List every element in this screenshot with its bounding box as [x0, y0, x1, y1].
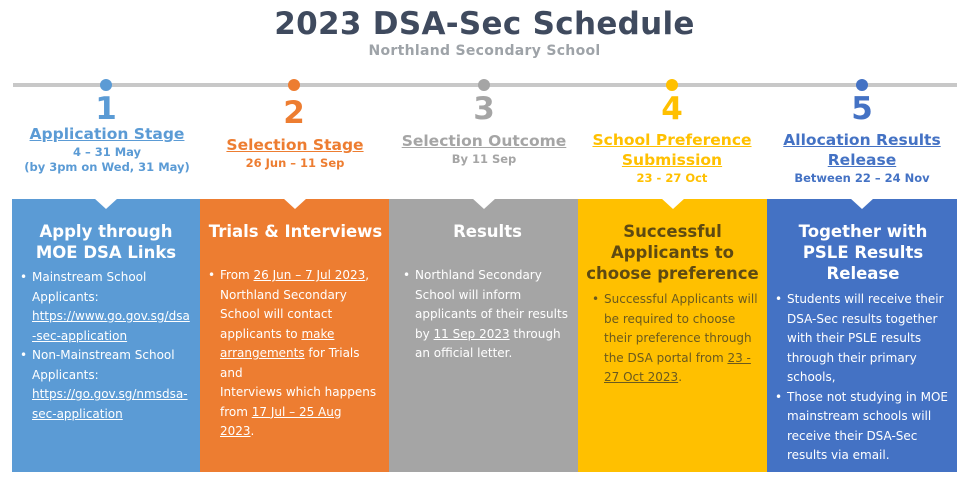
step-number-5: 5: [851, 91, 873, 127]
stage-1-heading: Application Stage 4 – 31 May (by 3pm on …: [10, 124, 204, 175]
stage-1-date: 4 – 31 May: [72, 145, 142, 159]
card-notch: [282, 198, 307, 209]
timeline-dot-5: [856, 79, 868, 91]
list-item: Students will receive their DSA-Sec resu…: [773, 290, 953, 388]
timeline-dot-4: [666, 79, 678, 91]
page-subtitle: Northland Secondary School: [368, 43, 601, 59]
stage-3-heading: Selection Outcome By 11 Sep: [387, 131, 581, 167]
stage-2-date: 26 Jun – 11 Sep: [245, 156, 345, 170]
card-5-list: Students will receive their DSA-Sec resu…: [773, 290, 953, 466]
step-number-1: 1: [95, 91, 117, 127]
stage-4-heading: School Preference Submission 23 - 27 Oct: [575, 130, 769, 186]
list-item: Those not studying in MOE mainstream sch…: [773, 388, 953, 466]
non-mainstream-application-link[interactable]: https://go.gov.sg/nmsdsa-sec-application: [32, 387, 188, 421]
page-title: 2023 DSA-Sec Schedule: [274, 6, 695, 42]
stage-5-name-line1: Allocation Results: [783, 131, 941, 149]
stage-4-date: 23 - 27 Oct: [636, 171, 708, 185]
card-3-heading: Results: [453, 222, 522, 241]
step-number-4: 4: [661, 91, 683, 127]
card-2-list: From 26 Jun – 7 Jul 2023, Northland Seco…: [206, 266, 385, 442]
stage-1-name: Application Stage: [29, 125, 185, 143]
card-4-list: Successful Applicants will be required t…: [590, 290, 763, 388]
stage-2-heading: Selection Stage 26 Jun – 11 Sep: [198, 135, 392, 171]
step-number-2: 2: [283, 95, 305, 131]
stage-4-name-line2: Submission: [621, 151, 723, 169]
card-3-list: Northland Secondary School will inform a…: [401, 266, 574, 364]
stage-3-name: Selection Outcome: [401, 132, 567, 150]
card-1-list: Mainstream School Applicants: https://ww…: [18, 268, 194, 424]
stage-3-date: By 11 Sep: [451, 152, 517, 166]
stage-5-name-line2: Release: [827, 151, 897, 169]
card-preference: Successful Applicants to choose preference…: [578, 198, 767, 472]
card-notch: [660, 198, 685, 209]
stage-1-deadline: (by 3pm on Wed, 31 May): [24, 160, 190, 174]
card-4-heading: Successful Applicants to choose preference: [586, 222, 759, 283]
timeline-dot-1: [100, 79, 112, 91]
card-notch: [94, 198, 118, 209]
card-notch: [850, 198, 874, 209]
step-number-3: 3: [473, 91, 495, 127]
stage-5-date: Between 22 – 24 Nov: [794, 171, 930, 185]
list-item: Mainstream School Applicants: https://ww…: [18, 268, 194, 346]
list-item: Northland Secondary School will inform a…: [401, 266, 574, 364]
timeline-dot-3: [478, 79, 490, 91]
card-2-heading: Trials & Interviews: [208, 222, 383, 241]
card-notch: [471, 198, 496, 209]
mainstream-application-link[interactable]: https://www.go.gov.sg/dsa -sec-applicatio…: [32, 309, 190, 343]
card-outcome: Results Northland Secondary School will …: [389, 198, 578, 472]
timeline-dot-2: [288, 79, 300, 91]
card-1-heading: Apply through MOE DSA Links: [35, 222, 177, 262]
card-5-heading: Together with PSLE Results Release: [798, 222, 928, 283]
stage-5-heading: Allocation Results Release Between 22 – …: [765, 130, 959, 186]
card-selection: Trials & Interviews From 26 Jun – 7 Jul …: [200, 198, 389, 472]
stage-2-name: Selection Stage: [226, 136, 364, 154]
list-item: Successful Applicants will be required t…: [590, 290, 763, 388]
list-item: Non-Mainstream School Applicants: https:…: [18, 346, 194, 424]
stage-4-name-line1: School Preference: [592, 131, 752, 149]
list-item: From 26 Jun – 7 Jul 2023, Northland Seco…: [206, 266, 385, 442]
